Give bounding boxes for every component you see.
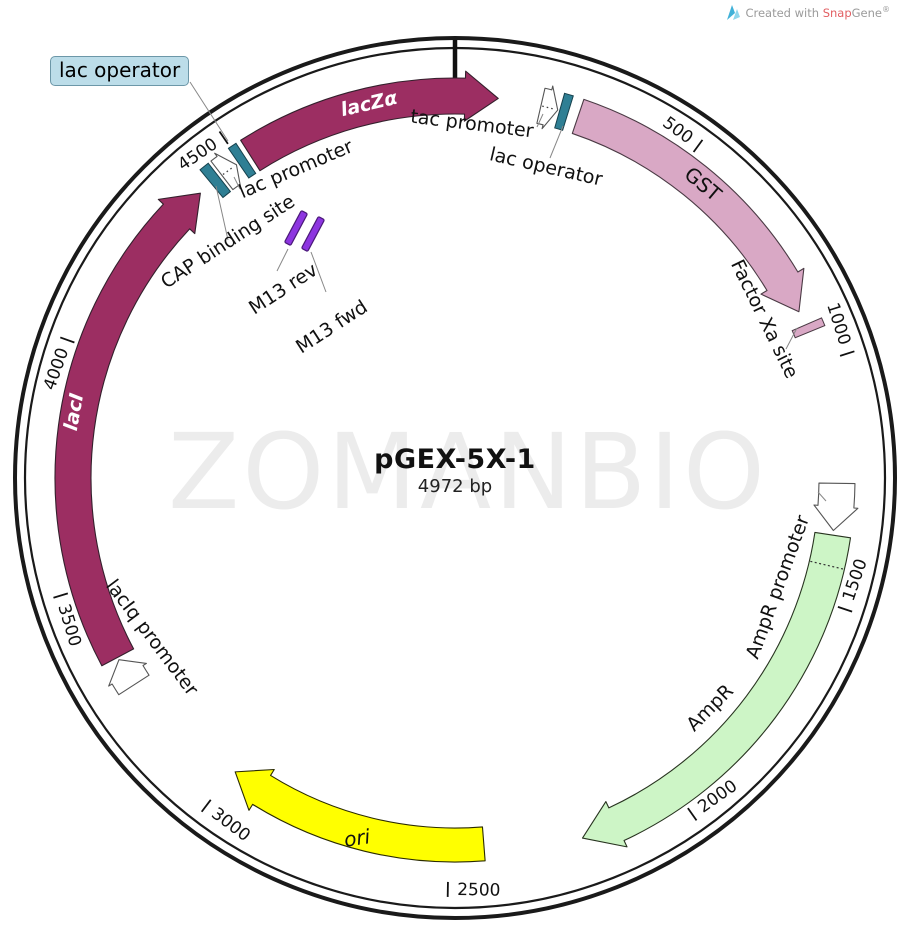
- callout-factor-xa-site: [785, 327, 798, 350]
- lac-operator-highlight-label[interactable]: lac operator: [50, 56, 190, 86]
- callout-cap-binding-site: [215, 185, 229, 241]
- tick-3500: [53, 592, 69, 599]
- callout-m13-rev: [276, 248, 289, 272]
- tick-1500: [837, 606, 853, 613]
- plasmid-title-block: pGEX-5X-1 4972 bp: [374, 444, 536, 497]
- feature-lac-promoter-dots: [222, 166, 234, 176]
- label-lac-operator[interactable]: lac operator: [487, 143, 604, 190]
- feature-factor-xa-site[interactable]: [791, 317, 826, 339]
- feature-lac-operator-1[interactable]: [554, 92, 574, 131]
- feature-label-ori[interactable]: ori: [342, 824, 372, 851]
- feature-m13-fwd[interactable]: [301, 216, 325, 252]
- tick-4500: [218, 130, 229, 145]
- callout-lac-operator-2-to-chip: [189, 81, 229, 142]
- feature-cap-binding-site[interactable]: [199, 162, 232, 199]
- snapgene-credit: Created with SnapGene®: [726, 4, 890, 21]
- feature-laciq-promoter[interactable]: [108, 659, 150, 696]
- backbone-ring-1: [13, 36, 897, 920]
- feature-ampr-divider: [810, 560, 844, 570]
- feature-lac-promoter[interactable]: [210, 152, 242, 191]
- tick-2000: [687, 807, 698, 821]
- feature-lac-operator-2[interactable]: [227, 142, 257, 179]
- credit-text: Created with SnapGene®: [745, 5, 890, 20]
- tick-4000: [59, 336, 75, 344]
- plasmid-size: 4972 bp: [417, 476, 493, 497]
- feature-ampr-promoter[interactable]: [813, 482, 859, 532]
- feature-laci[interactable]: [54, 192, 201, 667]
- snapgene-logo-icon: [727, 5, 741, 20]
- tick-label-2500: 2500: [457, 880, 501, 901]
- tick-label-4500: 4500: [174, 134, 221, 175]
- feature-laczalpha[interactable]: [240, 70, 499, 172]
- tick-3000: [200, 799, 212, 813]
- tick-500: [692, 139, 704, 153]
- feature-m13-rev[interactable]: [284, 210, 308, 246]
- label-m13-rev[interactable]: M13 rev: [245, 259, 322, 319]
- callout-ampr-promoter: [817, 491, 827, 502]
- watermark: ZOMANBIO: [168, 411, 768, 533]
- feature-gst[interactable]: [571, 98, 805, 313]
- feature-ori[interactable]: [234, 768, 486, 863]
- callout-tac-promoter: [536, 113, 544, 128]
- callout-lac-promoter: [233, 176, 241, 190]
- tick-label-3000: 3000: [207, 804, 254, 846]
- callout-lac-operator-1: [549, 125, 564, 159]
- tick-1000: [839, 350, 855, 357]
- label-m13-fwd[interactable]: M13 fwd: [292, 296, 372, 358]
- callout-m13-fwd: [310, 251, 327, 293]
- feature-tac-promoter-dots: [542, 105, 555, 110]
- plasmid-name: pGEX-5X-1: [374, 444, 536, 475]
